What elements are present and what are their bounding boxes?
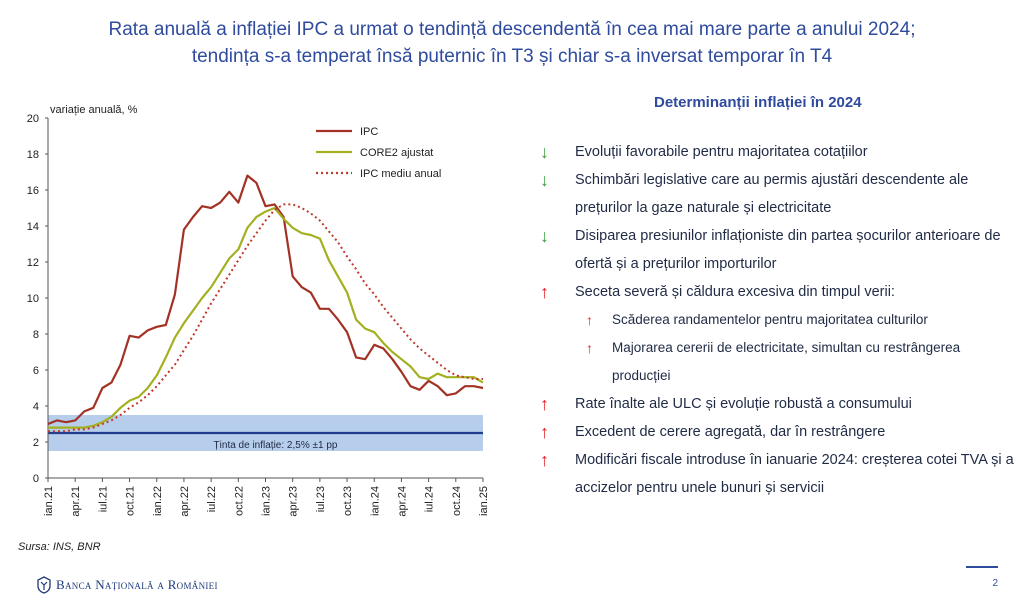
bnr-emblem-icon (36, 576, 52, 594)
determinant-text: Excedent de cerere agregată, dar în rest… (575, 418, 1016, 446)
determinant-item-1: ↓ Schimbări legislative care au permis aj… (540, 166, 1016, 222)
determinant-item-6: ↑ Rate înalte ale ULC și evoluție robustă… (540, 390, 1016, 418)
determinant-text: Schimbări legislative care au permis aju… (575, 166, 1016, 222)
determinant-text: Modificări fiscale introduse în ianuarie… (575, 446, 1016, 502)
determinant-text: Seceta severă și căldura excesiva din ti… (575, 278, 1016, 306)
x-tick-label: iul.22 (206, 486, 218, 512)
page-number: 2 (992, 578, 998, 589)
x-tick-label: ian.22 (152, 486, 164, 516)
y-tick-label: 20 (27, 113, 39, 125)
x-tick-label: iul.24 (424, 486, 436, 512)
slide-title-line-2: tendința s-a temperat însă puternic în T… (20, 43, 1004, 70)
y-tick-label: 2 (33, 437, 39, 449)
y-tick-label: 0 (33, 473, 39, 485)
determinant-item-8: ↑ Modificări fiscale introduse în ianuari… (540, 446, 1016, 502)
arrow-down-icon: ↓ (540, 138, 575, 166)
arrow-up-icon: ↑ (540, 418, 575, 446)
legend-label-0: IPC (360, 126, 378, 138)
determinant-item-3: ↑ Seceta severă și căldura excesiva din t… (540, 278, 1016, 306)
y-tick-label: 6 (33, 365, 39, 377)
determinant-item-0: ↓ Evoluții favorabile pentru majoritatea … (540, 138, 1016, 166)
arrow-up-icon: ↑ (540, 390, 575, 418)
x-tick-label: apr.21 (70, 486, 82, 517)
determinant-text: Evoluții favorabile pentru majoritatea c… (575, 138, 1016, 166)
arrow-down-icon: ↓ (540, 222, 575, 250)
x-tick-label: apr.23 (288, 486, 300, 517)
arrow-up-icon: ↑ (586, 306, 612, 334)
x-tick-label: oct.22 (233, 486, 245, 516)
chart-source: Sursa: INS, BNR (18, 541, 101, 553)
x-tick-label: ian.23 (261, 486, 273, 516)
arrow-up-icon: ↑ (540, 446, 575, 474)
determinant-text: Rate înalte ale ULC și evoluție robustă … (575, 390, 1016, 418)
legend-label-2: IPC mediu anual (360, 168, 441, 180)
legend-label-1: CORE2 ajustat (360, 147, 433, 159)
series-line-2 (48, 204, 483, 431)
determinants-list: ↓ Evoluții favorabile pentru majoritatea … (540, 138, 1016, 502)
slide-title-line-1: Rata anuală a inflației IPC a urmat o te… (20, 16, 1004, 43)
target-band-label: Ținta de inflație: 2,5% ±1 pp (214, 440, 338, 451)
determinant-item-2: ↓ Disiparea presiunilor inflaționiste din… (540, 222, 1016, 278)
arrow-down-icon: ↓ (540, 166, 575, 194)
determinant-text: Majorarea cererii de electricitate, simu… (612, 334, 1016, 390)
determinant-item-4: ↑ Scăderea randamentelor pentru majoritat… (540, 306, 1016, 334)
x-tick-label: apr.24 (396, 486, 408, 517)
determinant-text: Scăderea randamentelor pentru majoritate… (612, 306, 1016, 334)
x-tick-label: iul.21 (97, 486, 109, 512)
determinants-title: Determinanții inflației în 2024 (654, 94, 862, 111)
series-line-1 (48, 208, 483, 428)
arrow-up-icon: ↑ (540, 278, 575, 306)
bnr-logo-text: Banca Națională a României (56, 577, 218, 593)
y-tick-label: 10 (27, 293, 39, 305)
x-tick-label: apr.22 (179, 486, 191, 517)
y-tick-label: 14 (27, 221, 39, 233)
y-tick-label: 12 (27, 257, 39, 269)
y-tick-label: 16 (27, 185, 39, 197)
bnr-logo: Banca Națională a României (36, 576, 218, 594)
determinant-item-5: ↑ Majorarea cererii de electricitate, sim… (540, 334, 1016, 390)
x-tick-label: ian.21 (43, 486, 55, 516)
y-axis-label: variație anuală, % (50, 104, 138, 116)
x-tick-label: oct.21 (125, 486, 137, 516)
x-tick-label: iul.23 (315, 486, 327, 512)
y-tick-label: 4 (33, 401, 39, 413)
inflation-line-chart: Ținta de inflație: 2,5% ±1 pp 0 2 4 6 8 10 12 14… (0, 98, 520, 548)
page-number-rule (966, 566, 998, 568)
y-tick-label: 18 (27, 149, 39, 161)
arrow-up-icon: ↑ (586, 334, 612, 362)
y-tick-label: 8 (33, 329, 39, 341)
determinant-item-7: ↑ Excedent de cerere agregată, dar în res… (540, 418, 1016, 446)
determinant-text: Disiparea presiunilor inflaționiste din … (575, 222, 1016, 278)
x-tick-label: oct.24 (451, 486, 463, 516)
x-tick-label: ian.25 (478, 486, 490, 516)
x-tick-label: oct.23 (342, 486, 354, 516)
x-tick-label: ian.24 (369, 486, 381, 516)
slide-title: Rata anuală a inflației IPC a urmat o te… (20, 16, 1004, 70)
